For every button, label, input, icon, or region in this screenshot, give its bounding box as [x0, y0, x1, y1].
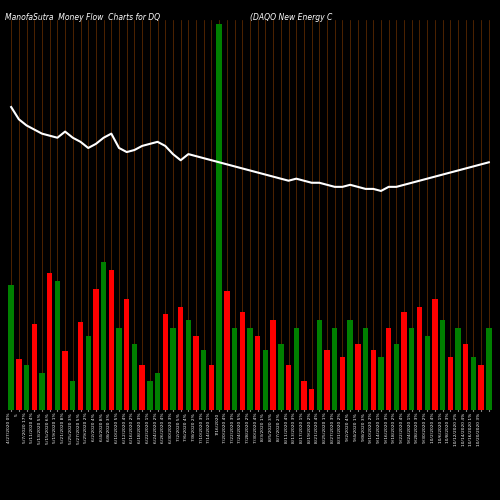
- Bar: [147, 380, 152, 410]
- Bar: [255, 336, 260, 410]
- Bar: [463, 344, 468, 410]
- Bar: [301, 380, 306, 410]
- Bar: [70, 380, 75, 410]
- Bar: [108, 270, 114, 410]
- Bar: [424, 336, 430, 410]
- Bar: [16, 360, 22, 410]
- Bar: [62, 352, 68, 410]
- Bar: [363, 328, 368, 410]
- Text: ManofaSutra  Money Flow  Charts for DQ: ManofaSutra Money Flow Charts for DQ: [5, 12, 160, 22]
- Bar: [332, 328, 338, 410]
- Bar: [448, 358, 453, 410]
- Bar: [386, 328, 392, 410]
- Bar: [309, 388, 314, 410]
- Bar: [348, 320, 353, 410]
- Bar: [124, 299, 130, 410]
- Bar: [155, 373, 160, 410]
- Bar: [486, 328, 492, 410]
- Bar: [440, 320, 446, 410]
- Bar: [240, 312, 245, 410]
- Bar: [409, 328, 414, 410]
- Bar: [248, 328, 252, 410]
- Bar: [370, 350, 376, 410]
- Bar: [224, 291, 230, 410]
- Bar: [170, 328, 175, 410]
- Text: (DAQO New Energy C: (DAQO New Energy C: [250, 12, 332, 22]
- Bar: [340, 358, 345, 410]
- Bar: [101, 262, 106, 410]
- Bar: [324, 350, 330, 410]
- Bar: [478, 365, 484, 410]
- Bar: [355, 344, 360, 410]
- Bar: [294, 328, 299, 410]
- Bar: [470, 358, 476, 410]
- Bar: [54, 282, 60, 410]
- Bar: [417, 306, 422, 410]
- Bar: [93, 289, 98, 410]
- Bar: [432, 299, 438, 410]
- Bar: [40, 373, 44, 410]
- Bar: [209, 365, 214, 410]
- Bar: [456, 328, 460, 410]
- Bar: [178, 306, 184, 410]
- Bar: [402, 312, 407, 410]
- Bar: [286, 365, 291, 410]
- Bar: [216, 24, 222, 410]
- Bar: [132, 344, 137, 410]
- Bar: [78, 322, 83, 410]
- Bar: [201, 350, 206, 410]
- Bar: [32, 324, 37, 410]
- Bar: [86, 336, 91, 410]
- Bar: [270, 320, 276, 410]
- Bar: [316, 320, 322, 410]
- Bar: [140, 365, 145, 410]
- Bar: [47, 274, 52, 410]
- Bar: [232, 328, 237, 410]
- Bar: [186, 320, 191, 410]
- Bar: [8, 285, 14, 410]
- Bar: [162, 314, 168, 410]
- Bar: [394, 344, 399, 410]
- Bar: [194, 336, 199, 410]
- Bar: [262, 350, 268, 410]
- Bar: [116, 328, 121, 410]
- Bar: [278, 344, 283, 410]
- Bar: [378, 358, 384, 410]
- Bar: [24, 365, 30, 410]
